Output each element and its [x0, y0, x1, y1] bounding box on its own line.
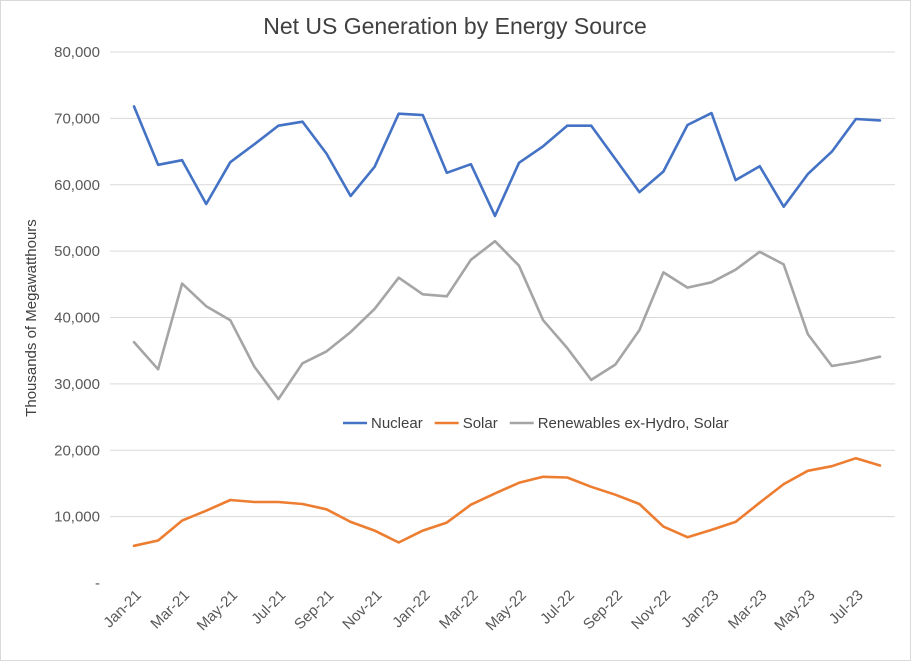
x-tick-label: Sep-22: [580, 587, 626, 633]
x-tick-label: Nov-22: [628, 587, 674, 633]
x-tick-label: Jul-23: [826, 587, 867, 628]
x-tick-label: Nov-21: [339, 587, 385, 633]
x-tick-label: Mar-23: [725, 587, 771, 633]
series-line-renewables-ex-hydro-solar: [132, 239, 882, 401]
series-line-nuclear: [132, 105, 882, 218]
legend-label-renewables-ex-hydro-solar: Renewables ex-Hydro, Solar: [538, 415, 729, 432]
y-tick-label: 20,000: [54, 442, 100, 459]
x-tick-label: Jul-21: [248, 587, 289, 628]
y-tick-label: 60,000: [54, 177, 100, 194]
x-tick-label: Sep-21: [291, 587, 337, 633]
legend: Nuclear Solar Renewables ex-Hydro, Solar: [343, 415, 729, 432]
y-tick-label: 40,000: [54, 310, 100, 327]
y-tick-label: 70,000: [54, 110, 100, 127]
x-tick-label: Jan-21: [100, 587, 144, 631]
y-tick-label: 30,000: [54, 376, 100, 393]
x-tick-label: Mar-22: [436, 587, 482, 633]
x-tick-label: May-22: [482, 587, 529, 634]
y-tick-label: -: [95, 575, 100, 592]
series-lines: [132, 105, 882, 548]
x-tick-label: Jan-22: [389, 587, 433, 631]
y-tick-label: 80,000: [54, 44, 100, 61]
y-tick-label: 10,000: [54, 509, 100, 526]
series-line-solar: [132, 456, 882, 548]
y-tick-label: 50,000: [54, 243, 100, 260]
gridlines: [110, 51, 895, 518]
y-axis-label: Thousands of Megawatthours: [23, 219, 40, 417]
legend-label-nuclear: Nuclear: [371, 415, 423, 432]
legend-label-solar: Solar: [463, 415, 498, 432]
x-tick-label: Jul-22: [537, 587, 578, 628]
x-tick-label: Jan-23: [678, 587, 722, 631]
chart-title: Net US Generation by Energy Source: [263, 13, 647, 39]
x-axis-ticks: Jan-21 Mar-21 May-21 Jul-21 Sep-21 Nov-21 Jan-…: [100, 587, 866, 634]
x-tick-label: May-21: [194, 587, 241, 634]
x-tick-label: Mar-21: [147, 587, 193, 633]
y-axis-ticks: - 10,000 20,000 30,000 40,000 50,000 60,000 70,…: [54, 44, 100, 592]
x-tick-label: May-23: [771, 587, 818, 634]
